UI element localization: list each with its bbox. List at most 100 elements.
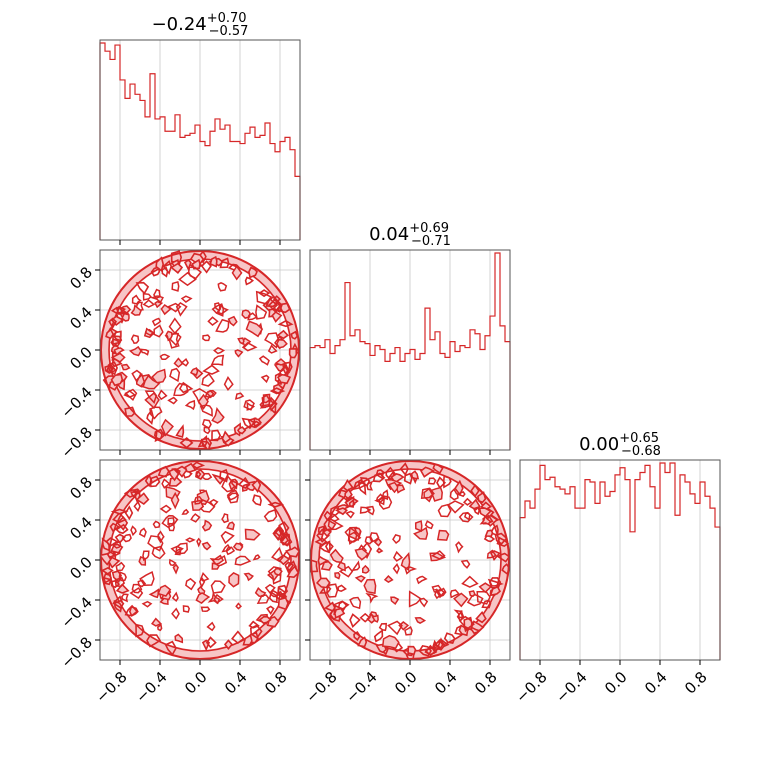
contour-x0-x2: −0.8 −0.4 0.0 0.4 0.8−0.8−0.40.00.40.8 [58, 459, 301, 707]
contour-blob [354, 548, 370, 561]
contour-edge-blob [168, 468, 180, 482]
contour-blob [414, 520, 423, 532]
contour-edge-blob [277, 319, 294, 328]
y-tick-label: 0.0 [66, 553, 96, 583]
contour-blob [209, 554, 228, 567]
contour-edge-blob [265, 295, 280, 308]
hist-bar [525, 501, 530, 660]
x-tick-label: −0.8 [92, 668, 130, 706]
hist-bar [450, 342, 455, 450]
contour-edge-blob [252, 420, 262, 429]
contour-blob [181, 508, 190, 515]
contour-blob [130, 525, 137, 537]
contour-edge-blob [322, 528, 333, 538]
hist-bar [140, 100, 145, 240]
contour-edge-blob [489, 524, 499, 537]
contour-blob [202, 334, 211, 342]
contour-edge-blob [487, 578, 504, 587]
contour-blob [137, 579, 147, 588]
contour-blob [165, 330, 173, 342]
hist-bar [325, 340, 330, 450]
contour-blob [387, 620, 403, 636]
contour-blob [247, 312, 258, 321]
contour-edge-blob [323, 518, 337, 531]
panel-title: −0.24+0.70 −0.57 [152, 11, 249, 39]
contour-edge-blob [494, 532, 508, 545]
contour-edge-blob [175, 424, 185, 439]
contour-edge-blob [501, 563, 510, 576]
hist-bar [405, 353, 410, 450]
contour-edge-blob [144, 473, 153, 488]
hist-bar [490, 316, 495, 450]
contour-edge-blob [290, 330, 299, 340]
contour-blob [460, 559, 471, 569]
contour-blob [453, 609, 465, 619]
contour-blob [170, 545, 184, 555]
contour-blob [255, 290, 273, 305]
contour-edge-blob [284, 561, 295, 574]
hist-bar [275, 152, 280, 240]
contour-edge-blob [477, 491, 487, 504]
contour-blob [175, 301, 188, 317]
contour-edge-blob [277, 584, 289, 596]
contour-blob [234, 349, 244, 358]
hist-bar [675, 515, 680, 660]
contour-blob [202, 364, 220, 375]
contour-edge-blob [496, 552, 510, 563]
x-tick-label: −0.4 [552, 668, 590, 706]
hist-bar [390, 353, 395, 450]
contour-blob [194, 495, 204, 505]
contour-blob [180, 358, 189, 367]
contour-edge-blob [478, 507, 492, 518]
hist-bar [650, 487, 655, 660]
hist-bar [480, 350, 485, 450]
contour-blob [398, 621, 410, 631]
contour-blob [376, 547, 384, 554]
contour-edge-blob [375, 469, 385, 480]
contour-layer [100, 250, 300, 450]
contour-blob [190, 513, 201, 523]
contour-blob [400, 552, 411, 572]
hist-bar [220, 129, 225, 240]
x-tick-label: 0.8 [261, 668, 291, 698]
hist-bar [105, 51, 110, 240]
contour-blob [243, 572, 254, 582]
x-tick-label: −0.4 [342, 668, 380, 706]
contour-edge-blob [124, 406, 136, 417]
contour-blob [142, 550, 150, 562]
contour-blob [152, 520, 161, 529]
contour-edge-blob [249, 624, 263, 640]
contour-blob [226, 521, 235, 531]
contour-blob [201, 472, 213, 481]
contour-edge-blob [432, 463, 444, 475]
hist-bar [135, 94, 140, 240]
contour-edge-blob [231, 630, 245, 645]
contour-blob [361, 564, 370, 574]
contour-edge-blob [211, 429, 222, 442]
contour-edge-blob [403, 472, 413, 485]
contour-edge-blob [418, 645, 432, 657]
hist-bar [655, 508, 660, 660]
contour-edge-blob [419, 466, 435, 478]
contour-blob [154, 300, 164, 309]
contour-blob [201, 519, 213, 532]
hist-bar [600, 482, 605, 660]
hist-bar [540, 465, 545, 660]
contour-edge-blob [252, 494, 262, 507]
contour-edge-blob [110, 508, 129, 515]
hist-bar [195, 125, 200, 240]
hist-bar [570, 487, 575, 660]
contour-blob [392, 534, 401, 545]
contour-blob [206, 621, 216, 632]
contour-blob [327, 517, 344, 531]
contour-edge-blob [470, 484, 480, 498]
contour-edge-blob [124, 604, 139, 617]
hist-step-line [519, 462, 721, 660]
contour-edge-blob [219, 257, 230, 269]
contour-blob [244, 528, 261, 541]
hist-bar [225, 125, 230, 240]
contour-blob [258, 355, 270, 366]
hist-bar [165, 131, 170, 240]
contour-blob [396, 484, 406, 494]
contour-blob [185, 537, 196, 543]
